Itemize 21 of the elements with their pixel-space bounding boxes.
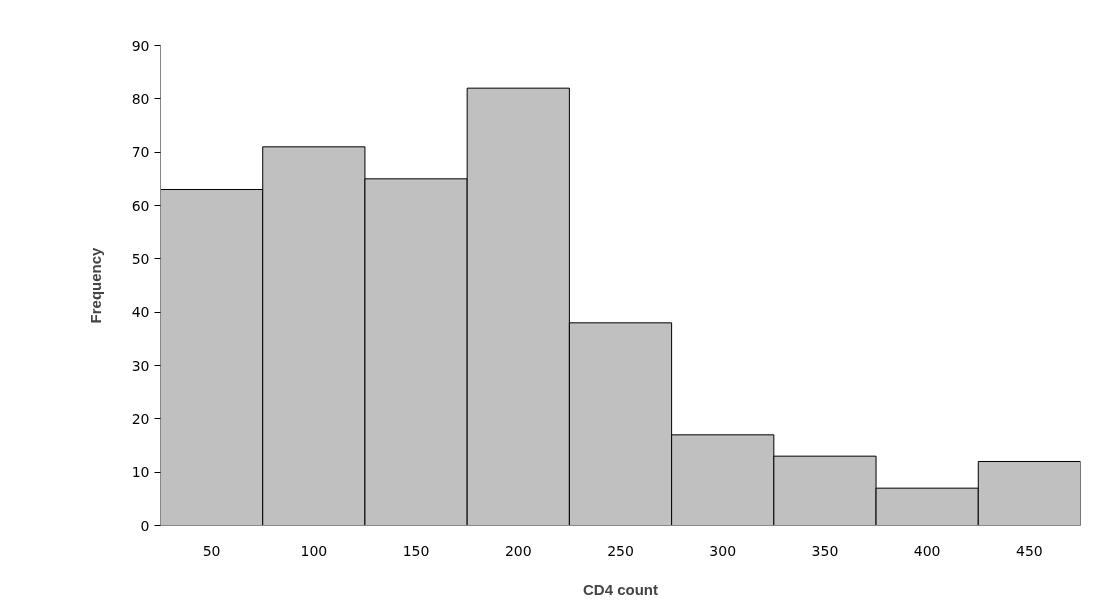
x-tick-label: 50 bbox=[202, 542, 221, 559]
y-tick-label: 40 bbox=[131, 304, 150, 321]
x-tick-label: 250 bbox=[607, 542, 634, 559]
x-tick-label: 150 bbox=[402, 542, 430, 559]
y-tick-label: 50 bbox=[131, 250, 150, 267]
y-tick-label: 90 bbox=[131, 37, 150, 54]
x-tick-label: 350 bbox=[811, 542, 839, 559]
y-tick-label: 0 bbox=[140, 517, 150, 534]
y-tick-label: 70 bbox=[131, 144, 150, 161]
x-tick-label: 400 bbox=[913, 542, 941, 559]
y-tick-label: 20 bbox=[131, 410, 150, 427]
x-tick-label: 300 bbox=[709, 542, 737, 559]
x-tick-label: 450 bbox=[1016, 542, 1043, 559]
x-tick-label: 100 bbox=[300, 542, 328, 559]
y-tick-label: 80 bbox=[131, 90, 150, 107]
x-axis-title: CD4 count bbox=[583, 580, 658, 598]
y-tick-label: 60 bbox=[131, 197, 150, 214]
y-tick-label: 10 bbox=[131, 464, 150, 481]
x-tick-label: 200 bbox=[504, 542, 532, 559]
y-tick-label: 30 bbox=[131, 357, 150, 374]
y-axis-title: Frequency bbox=[86, 246, 104, 324]
